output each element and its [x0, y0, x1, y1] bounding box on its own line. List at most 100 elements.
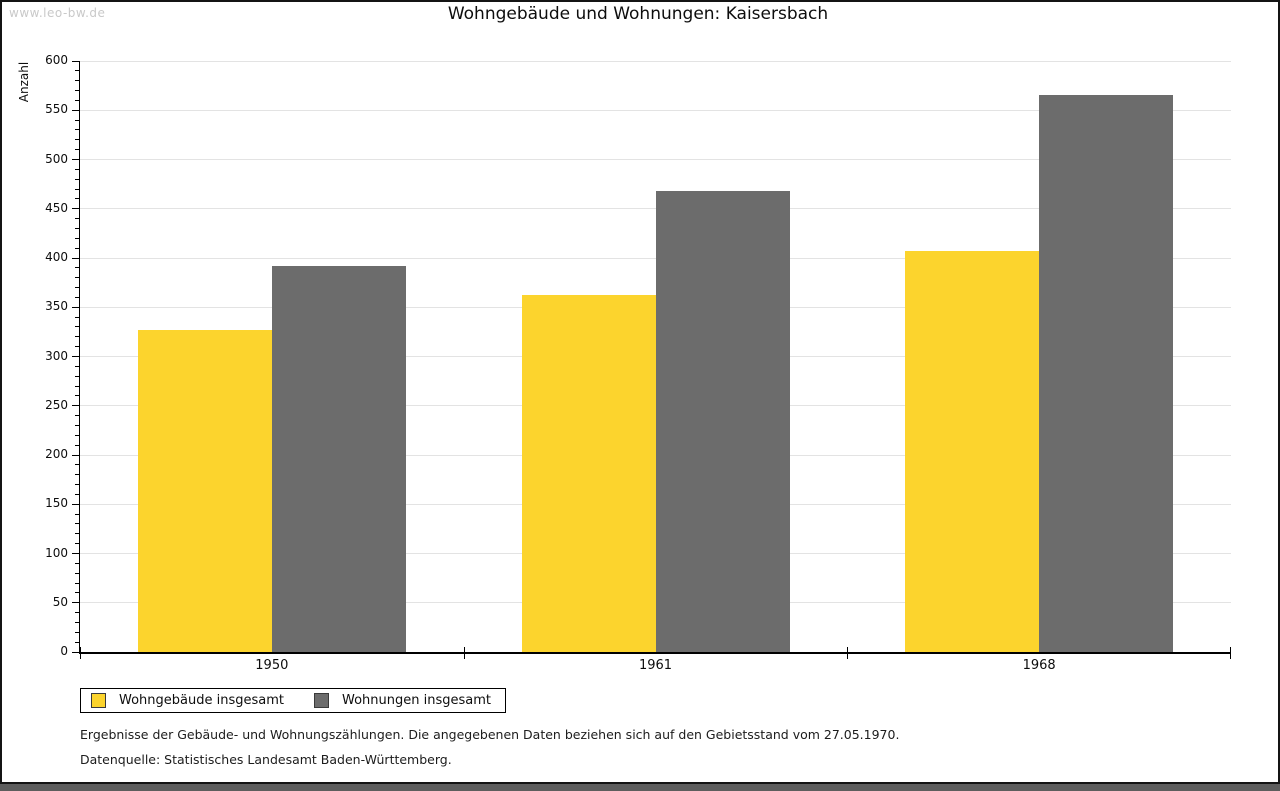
- bar-wohngeb-ude-insgesamt-1950: [137, 329, 272, 652]
- y-axis-minor-tick: [75, 572, 79, 574]
- y-axis-tick: [72, 553, 79, 554]
- y-axis-minor-tick: [75, 237, 79, 239]
- y-axis-tick-label: 450: [45, 200, 68, 215]
- y-axis-minor-tick: [75, 198, 79, 200]
- legend-item-wohnungen: Wohnungen insgesamt: [314, 693, 491, 708]
- y-axis-minor-tick: [75, 582, 79, 584]
- footnote-data-source: Datenquelle: Statistisches Landesamt Bad…: [80, 752, 452, 767]
- y-axis-minor-tick: [75, 434, 79, 436]
- x-axis-category-label: 1961: [638, 658, 673, 673]
- legend-label: Wohnungen insgesamt: [342, 693, 491, 708]
- y-axis-minor-tick: [75, 543, 79, 545]
- y-axis-minor-tick: [75, 267, 79, 269]
- y-axis-minor-tick: [75, 464, 79, 466]
- y-axis-tick-label: 300: [45, 348, 68, 363]
- y-axis-minor-tick: [75, 326, 79, 328]
- y-axis-tick: [72, 454, 79, 456]
- y-axis-tick: [72, 356, 79, 357]
- y-axis-minor-tick: [75, 375, 79, 377]
- legend-swatch-yellow: [91, 693, 106, 708]
- y-axis-tick: [72, 208, 79, 210]
- chart-title: Wohngebäude und Wohnungen: Kaisersbach: [447, 4, 829, 24]
- y-axis-minor-tick: [75, 346, 79, 348]
- x-axis-category-label: 1968: [1022, 658, 1056, 673]
- legend-item-wohngebaeude: Wohngebäude insgesamt: [91, 693, 284, 708]
- gridline: [80, 159, 1231, 160]
- x-axis-boundary-tick: [80, 647, 81, 659]
- gridline: [80, 109, 1231, 111]
- y-axis-minor-tick: [75, 612, 79, 614]
- plot-area: 0 50 100 150 200 250 300 350 400 450 500 550 600 1950…: [45, 53, 1231, 673]
- y-axis-tick-label: 0: [60, 644, 68, 658]
- y-axis-minor-tick: [75, 562, 79, 564]
- y-axis-minor-tick: [75, 385, 79, 387]
- y-axis-minor-tick: [75, 533, 79, 535]
- y-axis-tick: [72, 503, 79, 505]
- y-axis-minor-tick: [75, 523, 79, 525]
- y-axis-minor-tick: [75, 287, 79, 289]
- bar-wohnungen-insgesamt-1961: [655, 191, 790, 652]
- y-axis-tick-label: 500: [45, 151, 68, 166]
- bar-wohnungen-insgesamt-1968: [1039, 95, 1174, 652]
- y-axis-tick: [72, 602, 79, 604]
- gridline: [80, 60, 1231, 62]
- x-axis-category-label: 1950: [255, 658, 289, 673]
- y-axis-tick-label: 100: [45, 545, 68, 560]
- x-axis-boundary-tick: [847, 647, 849, 659]
- footnote-source-note: Ergebnisse der Gebäude- und Wohnungszähl…: [80, 727, 900, 742]
- y-axis-tick: [72, 306, 79, 308]
- y-axis-minor-tick: [75, 277, 79, 279]
- y-axis-minor-tick: [75, 316, 79, 318]
- y-axis-minor-tick: [75, 641, 79, 643]
- bar-wohngeb-ude-insgesamt-1968: [905, 251, 1040, 652]
- y-axis-tick: [72, 60, 79, 62]
- y-axis-minor-tick: [75, 365, 79, 367]
- y-axis-minor-tick: [75, 218, 79, 220]
- y-axis-tick: [72, 257, 79, 259]
- y-axis-minor-tick: [75, 415, 79, 417]
- y-axis-minor-tick: [75, 168, 79, 170]
- x-axis-boundary-tick: [1230, 647, 1231, 659]
- bar-wohnungen-insgesamt-1950: [271, 265, 406, 652]
- y-axis-tick-label: 150: [45, 496, 68, 511]
- y-axis-minor-tick: [75, 149, 79, 151]
- y-axis-tick-label: 250: [45, 397, 68, 412]
- y-axis-minor-tick: [75, 119, 79, 121]
- watermark: www.leo-bw.de: [9, 6, 106, 20]
- x-axis-boundary-tick: [463, 647, 465, 659]
- y-axis-minor-tick: [75, 99, 79, 101]
- y-axis-tick-label: 400: [45, 250, 68, 264]
- y-axis-minor-tick: [75, 129, 79, 131]
- y-axis-minor-tick: [75, 444, 79, 446]
- y-axis-tick-label: 600: [45, 53, 68, 67]
- y-axis-minor-tick: [75, 621, 79, 623]
- y-axis-tick-label: 50: [52, 594, 68, 609]
- y-axis-tick: [72, 109, 79, 111]
- y-axis-minor-tick: [75, 247, 79, 249]
- bar-wohngeb-ude-insgesamt-1961: [521, 295, 656, 652]
- y-axis-minor-tick: [75, 484, 79, 486]
- y-axis-minor-tick: [75, 296, 79, 298]
- y-axis-minor-tick: [75, 70, 79, 72]
- y-axis-minor-tick: [75, 90, 79, 92]
- y-axis-minor-tick: [75, 188, 79, 190]
- y-axis-minor-tick: [75, 395, 79, 397]
- y-axis-tick: [72, 159, 79, 160]
- y-axis-minor-tick: [75, 178, 79, 180]
- legend: Wohngebäude insgesamt Wohnungen insgesam…: [80, 688, 506, 713]
- legend-label: Wohngebäude insgesamt: [119, 693, 284, 708]
- y-axis-minor-tick: [75, 80, 79, 82]
- y-axis-tick-label: 550: [45, 102, 68, 117]
- y-axis-minor-tick: [75, 227, 79, 229]
- y-axis-tick-label: 200: [45, 447, 68, 461]
- y-axis-tick: [72, 651, 79, 653]
- y-axis-minor-tick: [75, 139, 79, 141]
- legend-swatch-gray: [314, 693, 329, 708]
- y-axis-minor-tick: [75, 336, 79, 338]
- y-axis-minor-tick: [75, 631, 79, 633]
- y-axis-tick-label: 350: [45, 299, 68, 314]
- y-axis-minor-tick: [75, 424, 79, 426]
- y-axis-minor-tick: [75, 493, 79, 495]
- y-axis-minor-tick: [75, 513, 79, 515]
